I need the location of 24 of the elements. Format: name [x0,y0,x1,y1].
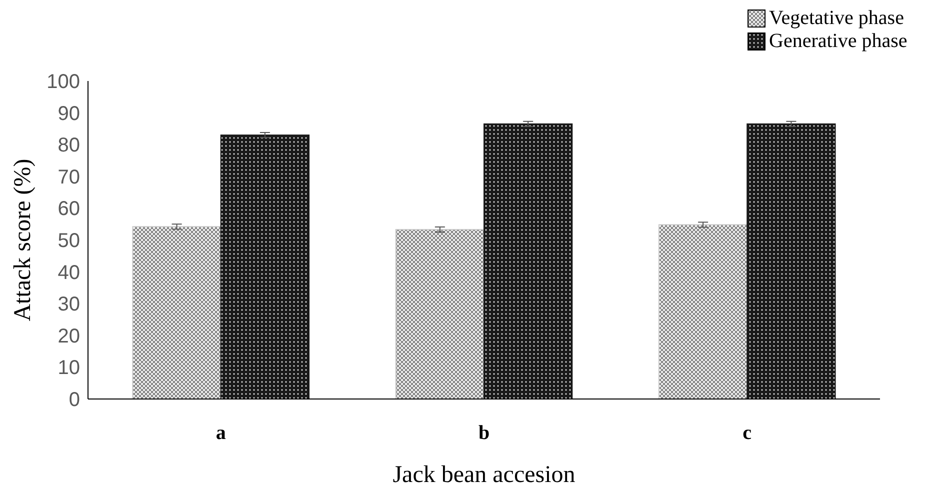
y-axis-title: Attack score (%) [10,158,36,322]
bar [132,226,222,400]
y-tick-label: 60 [58,198,80,220]
x-tick-label: a [216,422,226,444]
y-tick-label: 70 [58,166,80,188]
x-tick-label: c [742,422,752,444]
y-tick-label: 40 [58,262,80,284]
bar [746,123,836,400]
bar [484,123,573,400]
bar [658,224,748,400]
x-tick-label: b [478,422,490,444]
bar [395,229,484,400]
legend-label: Generative phase [769,30,908,52]
bar [220,134,310,400]
y-tick-label: 80 [58,134,80,157]
y-tick-label: 10 [58,357,80,380]
y-tick-label: 0 [68,389,80,411]
y-tick-label: 30 [58,294,80,316]
legend-label: Vegetative phase [769,7,904,29]
y-tick-label: 20 [58,325,80,348]
y-tick-label: 50 [58,230,80,252]
x-axis-title: Jack bean accesion [392,462,576,488]
y-tick-label: 100 [46,71,80,93]
y-tick-label: 90 [58,102,80,125]
